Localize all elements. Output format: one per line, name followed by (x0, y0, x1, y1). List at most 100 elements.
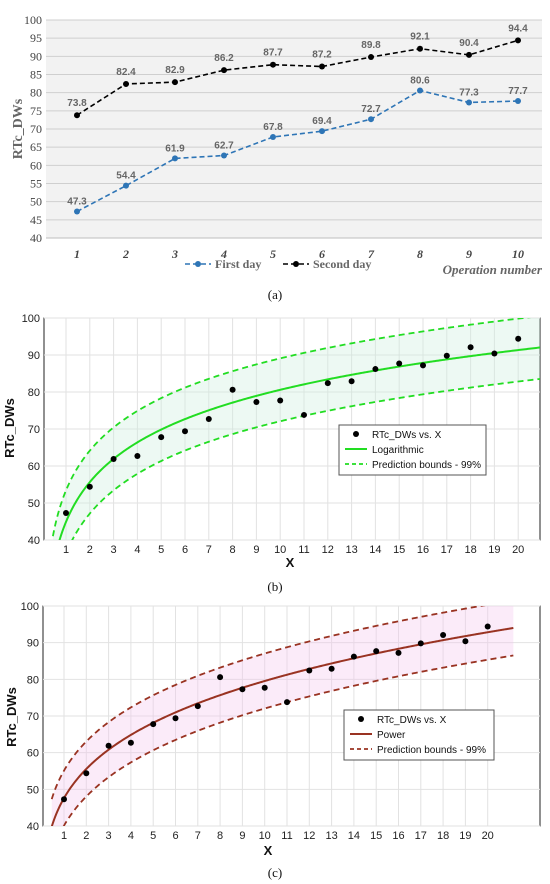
chart-xtick-label: 18 (437, 830, 449, 842)
chart-data-point (373, 648, 380, 655)
chart-data-point (277, 397, 284, 404)
chart-legend-label: Power (377, 730, 406, 741)
chart-xtick-label: 18 (464, 544, 476, 556)
chart-xtick-label: 7 (195, 830, 201, 842)
chart-a-data-point (515, 98, 521, 105)
chart-data-point (417, 640, 424, 647)
chart-a-legend-marker (195, 261, 201, 267)
chart-data-point (372, 366, 379, 373)
chart-a-xtick-label: 2 (122, 247, 129, 261)
chart-a-data-label: 47.3 (67, 196, 87, 207)
chart-xtick-label: 13 (345, 544, 357, 556)
chart-a-data-label: 77.7 (508, 86, 528, 97)
chart-a-data-point (172, 79, 178, 86)
chart-c-xlabel: X (264, 843, 273, 858)
chart-ytick-label: 50 (27, 784, 39, 796)
chart-a-xtick-label: 5 (270, 247, 276, 261)
chart-data-point (205, 416, 212, 423)
chart-data-point (182, 428, 188, 435)
chart-a-data-point (270, 61, 276, 68)
chart-data-point (443, 352, 450, 359)
chart-a-data-label: 90.4 (459, 38, 479, 49)
chart-xtick-label: 5 (150, 830, 156, 842)
chart-ytick-label: 80 (27, 674, 39, 686)
chart-xtick-label: 6 (172, 830, 178, 842)
chart-a-data-label: 86.2 (214, 53, 234, 64)
chart-a-data-label: 82.9 (165, 65, 185, 76)
chart-a-legend-label: Second day (313, 257, 371, 271)
chart-b-caption: (b) (267, 579, 282, 594)
chart-xtick-label: 9 (253, 544, 259, 556)
chart-a-ylabel: RTc_DWs (11, 98, 26, 159)
chart-xtick-label: 17 (415, 830, 427, 842)
chart-legend-label: Prediction bounds - 99% (377, 745, 486, 756)
chart-ytick-label: 40 (28, 535, 40, 547)
chart-ytick-label: 80 (28, 387, 40, 399)
chart-a-data-label: 54.4 (116, 171, 136, 182)
chart-xtick-label: 20 (512, 544, 524, 556)
chart-data-point (462, 638, 469, 645)
chart-data-point (127, 739, 134, 746)
chart-data-point (484, 623, 491, 630)
chart-data-point (395, 649, 402, 656)
chart-a-data-point (417, 87, 423, 94)
chart-a-ytick-label: 85 (30, 68, 42, 82)
chart-xtick-label: 16 (417, 544, 429, 556)
chart-a-data-label: 87.7 (263, 48, 283, 59)
chart-a-series-line (76, 39, 519, 116)
chart-a-data-label: 87.2 (312, 50, 332, 61)
chart-a-data-point (515, 37, 521, 44)
chart-data-point (324, 380, 331, 387)
chart-xtick-label: 17 (441, 544, 453, 556)
chart-data-point (350, 653, 357, 660)
chart-a: RTc_DWs Operation number (a) 40455055606… (11, 13, 543, 302)
chart-upper-bound (50, 606, 486, 800)
chart-a-ytick-label: 50 (30, 195, 42, 209)
chart-a-data-point (319, 63, 325, 70)
chart-a-xtick-label: 9 (466, 247, 472, 261)
chart-data-point (306, 667, 313, 674)
chart-xtick-label: 3 (111, 544, 117, 556)
chart-a-xtick-label: 6 (319, 247, 325, 261)
chart-ytick-label: 40 (27, 821, 39, 833)
chart-upper-bound (52, 318, 531, 537)
chart-a-data-point (466, 51, 472, 58)
chart-c-ylabel: RTc_DWs (4, 687, 19, 747)
chart-a-xtick-label: 3 (171, 247, 178, 261)
chart-xtick-label: 15 (370, 830, 382, 842)
chart-xtick-label: 3 (106, 830, 112, 842)
chart-c-caption: (c) (268, 865, 282, 880)
chart-data-point (86, 483, 93, 490)
chart-data-point (348, 378, 355, 385)
chart-xtick-label: 15 (393, 544, 405, 556)
chart-a-data-label: 80.6 (410, 75, 430, 86)
chart-data-point (420, 362, 426, 369)
chart-legend-marker (353, 431, 359, 437)
chart-xtick-label: 6 (182, 544, 188, 556)
chart-xtick-label: 16 (392, 830, 404, 842)
chart-prediction-band (52, 318, 540, 540)
chart-a-ytick-label: 80 (30, 86, 42, 100)
chart-a-data-label: 77.3 (459, 87, 479, 98)
chart-a-xtick-label: 10 (512, 247, 524, 261)
chart-a-data-point (368, 54, 374, 61)
chart-data-point (440, 631, 447, 638)
chart-a-xtick-label: 7 (368, 247, 375, 261)
chart-xtick-label: 10 (274, 544, 286, 556)
chart-xtick-label: 4 (128, 830, 134, 842)
chart-a-data-label: 62.7 (214, 141, 234, 152)
chart-lower-bound (62, 654, 514, 826)
chart-a-data-point (74, 208, 80, 215)
chart-data-point (172, 715, 179, 722)
chart-a-data-label: 89.8 (361, 40, 381, 51)
chart-xtick-label: 10 (259, 830, 271, 842)
chart-fit-curve (50, 626, 514, 826)
chart-xtick-label: 1 (63, 544, 69, 556)
chart-a-data-point (319, 128, 325, 135)
chart-a-caption: (a) (268, 287, 282, 302)
chart-a-series-line (76, 89, 519, 213)
chart-a-xtick-label: 8 (417, 247, 423, 261)
chart-a-legend-marker (293, 261, 299, 267)
chart-legend-label: Prediction bounds - 99% (372, 460, 481, 471)
